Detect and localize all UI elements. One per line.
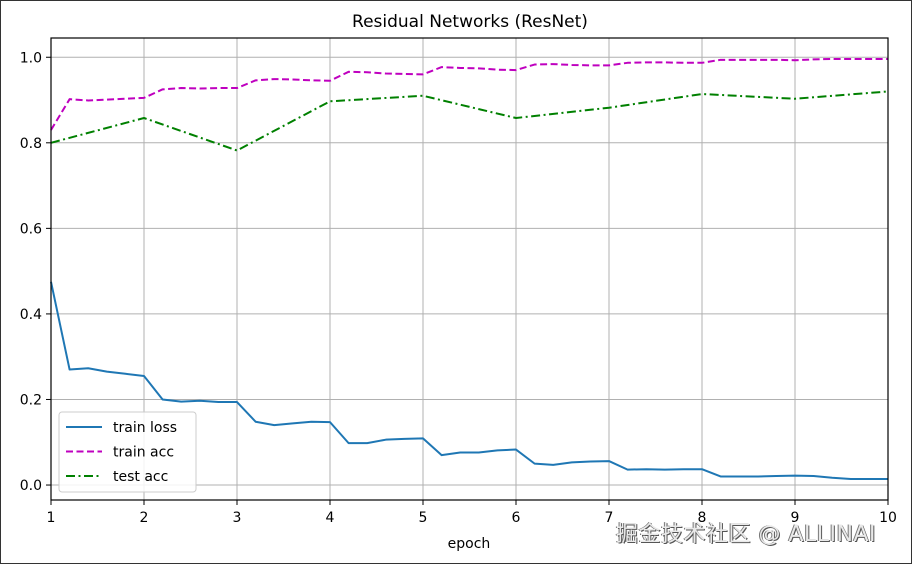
x-tick-label: 2 [140,510,149,526]
x-tick-label: 1 [47,510,56,526]
x-tick-label: 9 [791,510,800,526]
series-lines [50,57,889,481]
x-tick-label: 10 [879,510,897,526]
x-tick-label: 8 [698,510,707,526]
series-line [50,281,888,481]
x-tick-label: 4 [326,510,335,526]
x-tick-label: 6 [512,510,521,526]
series-line [50,57,888,131]
watermark: 掘金技术社区 @ ALLINAI [616,522,877,547]
plot-area-border [50,37,889,501]
x-tick-label: 3 [233,510,242,526]
chart-title: Residual Networks (ResNet) [352,12,588,32]
y-tick-label: 0.0 [20,478,42,494]
y-tick-label: 0.6 [20,221,42,237]
y-tick-label: 0.2 [20,392,42,408]
series-line [50,90,889,152]
x-tick-label: 5 [419,510,428,526]
y-tick-label: 1.0 [20,50,42,66]
legend-entry: train loss [113,420,177,436]
x-axis-ticks: 1 2 3 4 5 6 7 8 9 10 [47,500,897,526]
y-tick-label: 0.4 [20,307,42,323]
x-tick-label: 7 [605,510,614,526]
y-axis-ticks: 0.0 0.2 0.4 0.6 0.8 1.0 [20,50,51,494]
y-tick-label: 0.8 [20,136,42,152]
legend-entry: test acc [113,469,168,485]
legend-entry: train acc [113,445,174,461]
legend: train loss train acc test acc [58,411,197,493]
x-axis-label: epoch [448,536,491,552]
